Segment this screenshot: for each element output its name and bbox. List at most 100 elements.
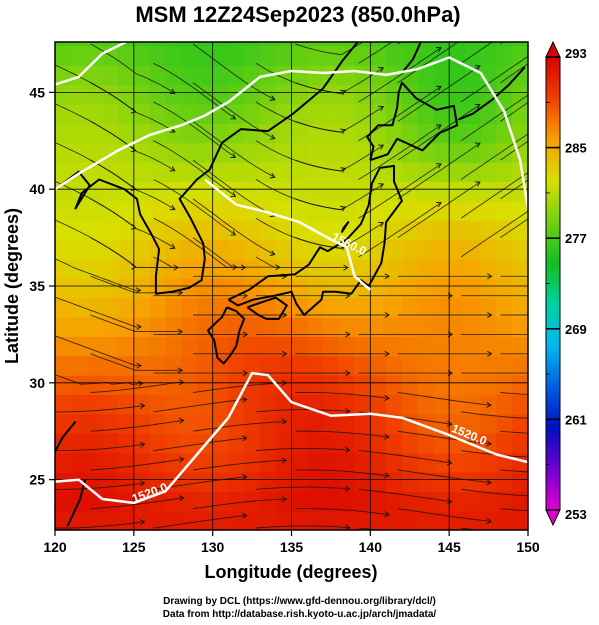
field-cell xyxy=(149,510,166,530)
field-cell xyxy=(102,65,119,86)
field-cell xyxy=(181,200,198,221)
field-cell xyxy=(244,142,261,163)
field-cell xyxy=(449,491,466,512)
field-cell xyxy=(133,84,151,105)
streamline-arrow xyxy=(282,350,288,357)
field-cell xyxy=(386,258,403,279)
field-cell xyxy=(464,471,482,492)
field-cell xyxy=(401,471,419,492)
streamline xyxy=(500,218,528,238)
field-cell xyxy=(212,394,230,415)
field-cell xyxy=(512,65,528,86)
x-axis-label: Longitude (degrees) xyxy=(204,562,377,582)
field-cell xyxy=(86,471,103,492)
colorbar-extend-max xyxy=(545,40,561,58)
field-cell xyxy=(512,375,528,396)
streamline xyxy=(500,469,528,473)
field-cell xyxy=(70,316,88,337)
field-cell xyxy=(370,375,387,396)
coastline xyxy=(55,420,77,454)
field-cell xyxy=(370,181,387,202)
field-cell xyxy=(417,375,434,396)
field-cell xyxy=(323,258,340,279)
streamline-arrow xyxy=(384,273,390,280)
field-cell xyxy=(102,316,119,337)
field-cell xyxy=(212,375,230,396)
field-cell xyxy=(70,200,88,221)
streamline-arrow xyxy=(131,263,137,270)
field-cell xyxy=(228,220,245,241)
field-cell xyxy=(323,316,340,337)
field-cell xyxy=(433,413,450,434)
field-cell xyxy=(386,142,403,163)
streamline xyxy=(55,219,136,268)
field-cell xyxy=(480,162,498,183)
field-cell xyxy=(401,355,419,376)
field-cell xyxy=(102,413,119,434)
field-cell xyxy=(196,297,214,318)
field-cell xyxy=(480,220,498,241)
field-cell xyxy=(417,142,434,163)
field-cell xyxy=(512,220,528,241)
streamline-arrow xyxy=(269,134,276,140)
field-cell xyxy=(212,45,230,66)
field-cell xyxy=(323,84,340,105)
field-cell xyxy=(370,200,387,221)
field-cell xyxy=(275,413,293,434)
field-cell xyxy=(449,220,466,241)
field-cell xyxy=(55,258,72,279)
field-cell xyxy=(133,123,151,144)
field-cell xyxy=(212,239,230,260)
field-cell xyxy=(417,510,434,530)
field-cell xyxy=(464,510,482,530)
field-cell xyxy=(433,297,450,318)
field-cell xyxy=(401,394,419,415)
streamline-arrow xyxy=(538,46,543,51)
field-cell xyxy=(244,103,261,124)
field-cell xyxy=(370,336,387,357)
field-cell xyxy=(370,355,387,376)
field-cell xyxy=(480,452,498,473)
field-cell xyxy=(464,375,482,396)
field-cell xyxy=(512,316,528,337)
field-cell xyxy=(118,471,135,492)
streamline xyxy=(153,62,236,120)
streamline-arrow xyxy=(230,230,237,236)
field-cell xyxy=(417,103,434,124)
field-cell xyxy=(165,181,182,202)
field-cell xyxy=(165,278,182,299)
contour-line xyxy=(55,371,528,505)
field-cell xyxy=(118,258,135,279)
field-cell xyxy=(449,510,466,530)
streamline-arrow xyxy=(343,264,349,271)
field-cell xyxy=(480,375,498,396)
streamline-arrow xyxy=(486,479,492,486)
field-cell xyxy=(370,413,387,434)
field-cell xyxy=(259,316,277,337)
field-cell xyxy=(512,45,528,66)
streamline-arrow xyxy=(384,433,390,440)
field-cell xyxy=(307,336,324,357)
field-cell xyxy=(86,413,103,434)
field-cell xyxy=(196,491,214,512)
streamline xyxy=(192,459,287,471)
streamline-arrow xyxy=(538,201,543,206)
streamline-arrow xyxy=(281,457,288,464)
temperature-field xyxy=(55,42,528,530)
field-cell xyxy=(386,278,403,299)
field-cell xyxy=(244,394,261,415)
field-cell xyxy=(181,239,198,260)
field-cell xyxy=(291,433,308,454)
field-cell xyxy=(165,413,182,434)
streamline xyxy=(295,430,389,438)
coastline xyxy=(341,221,350,233)
streamline-arrow xyxy=(590,274,594,279)
streamline xyxy=(192,198,275,256)
field-cell xyxy=(323,297,340,318)
field-cell xyxy=(70,278,88,299)
field-cell xyxy=(244,355,261,376)
field-cell xyxy=(512,433,528,454)
streamline xyxy=(55,258,141,291)
streamline xyxy=(255,525,350,529)
field-cell xyxy=(401,510,419,530)
